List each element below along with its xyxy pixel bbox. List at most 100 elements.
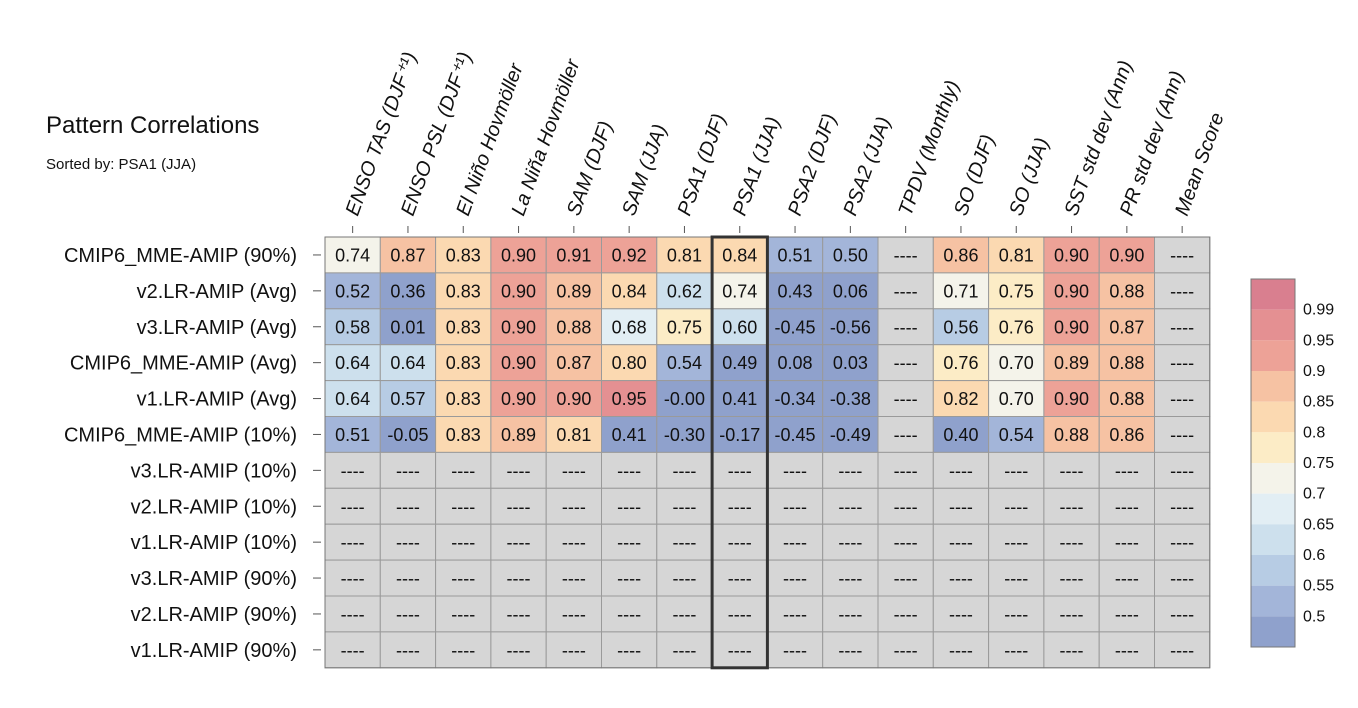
- colorbar-tick-label: 0.99: [1303, 302, 1334, 319]
- cell-value-label: ----: [451, 640, 475, 660]
- row-label: v2.LR-AMIP (10%): [131, 496, 297, 518]
- heatmap-cell: [656, 236, 713, 274]
- cell-value-label: 0.36: [390, 281, 425, 301]
- heatmap-cell: [877, 380, 934, 418]
- cell-value-label: 0.03: [833, 353, 868, 373]
- heatmap-cell: [1043, 631, 1100, 669]
- heatmap-cell: [822, 451, 879, 489]
- cell-value-label: ----: [949, 640, 973, 660]
- cell-value-label: ----: [838, 569, 862, 589]
- cell-value-label: 0.41: [722, 389, 757, 409]
- cell-value-label: ----: [783, 533, 807, 553]
- cell-value-label: 0.83: [446, 389, 481, 409]
- cell-value-label: ----: [341, 497, 365, 517]
- heatmap-cell: [988, 416, 1045, 453]
- row-label: v2.LR-AMIP (90%): [131, 604, 297, 626]
- chart-subtitle: Sorted by: PSA1 (JJA): [46, 156, 197, 173]
- cell-value-label: ----: [451, 604, 475, 624]
- cell-value-label: 0.84: [612, 281, 647, 301]
- cell-value-label: 0.60: [722, 317, 757, 337]
- cell-value-label: ----: [562, 461, 586, 481]
- heatmap-cell: [1154, 559, 1211, 597]
- cell-value-label: ----: [617, 604, 641, 624]
- heatmap-cell: [766, 523, 824, 561]
- row-label: CMIP6_MME-AMIP (Avg): [70, 353, 297, 375]
- heatmap-cell: [877, 595, 934, 633]
- cell-value-label: ----: [728, 497, 752, 517]
- row-label: v1.LR-AMIP (90%): [131, 640, 297, 662]
- row-label: v1.LR-AMIP (Avg): [137, 389, 297, 411]
- cell-value-label: ----: [1170, 640, 1194, 660]
- colorbar-tick-label: 0.55: [1303, 578, 1334, 595]
- heatmap-cell: [1154, 523, 1211, 561]
- cell-value-label: ----: [396, 533, 420, 553]
- heatmap-cell: [379, 416, 437, 453]
- cell-value-label: ----: [1115, 497, 1139, 517]
- cell-value-label: 0.74: [335, 245, 370, 265]
- cell-value-label: 0.87: [390, 245, 425, 265]
- colorbar-segment: [1251, 309, 1295, 341]
- cell-value-label: ----: [1060, 461, 1084, 481]
- cell-value-label: ----: [949, 604, 973, 624]
- column-label: PSA1 (JJA): [729, 114, 785, 219]
- cell-value-label: ----: [672, 569, 696, 589]
- cell-value-label: ----: [894, 353, 918, 373]
- heatmap-cell: [379, 595, 437, 633]
- cell-value-label: 0.58: [335, 317, 370, 337]
- cell-value-label: 0.70: [999, 353, 1034, 373]
- colorbar-segment: [1251, 493, 1295, 525]
- heatmap-cell: [379, 272, 437, 310]
- cell-value-label: 0.90: [1109, 245, 1144, 265]
- heatmap-cell: [490, 487, 547, 525]
- heatmap-cell: [435, 272, 492, 310]
- heatmap-cell: [1154, 308, 1211, 346]
- cell-value-label: ----: [562, 497, 586, 517]
- cell-value-label: ----: [783, 604, 807, 624]
- cell-value-label: ----: [949, 569, 973, 589]
- heatmap-cell: [877, 487, 934, 525]
- cell-value-label: ----: [1004, 533, 1028, 553]
- cell-value-label: ----: [1060, 604, 1084, 624]
- heatmap-cell: [932, 559, 990, 597]
- cell-value-label: 0.57: [390, 389, 425, 409]
- heatmap-cell: [545, 559, 603, 597]
- cell-value-label: 0.83: [446, 281, 481, 301]
- heatmap-cell: [932, 380, 990, 418]
- heatmap-cell: [1098, 595, 1155, 633]
- cell-value-label: 0.88: [1109, 281, 1144, 301]
- heatmap-cell: [324, 523, 381, 561]
- cell-value-label: 0.90: [501, 281, 536, 301]
- heatmap-cell: [711, 451, 768, 489]
- colorbar-segment: [1251, 616, 1295, 647]
- cell-value-label: 0.83: [446, 353, 481, 373]
- heatmap-cell: [1098, 272, 1155, 310]
- heatmap-cell: [1154, 595, 1211, 633]
- heatmap-cell: [1154, 344, 1211, 382]
- cell-value-label: -0.45: [775, 425, 816, 445]
- heatmap-cell: [601, 487, 658, 525]
- heatmap-cell: [1098, 308, 1155, 346]
- heatmap-cell: [1098, 416, 1155, 453]
- heatmap-cell: [1043, 523, 1100, 561]
- cell-value-label: 0.81: [667, 245, 702, 265]
- heatmap-cell: [490, 344, 547, 382]
- heatmap-cell: [766, 380, 824, 418]
- cell-value-label: 0.90: [1054, 281, 1089, 301]
- cell-value-label: -0.30: [664, 425, 705, 445]
- cell-value-label: ----: [617, 533, 641, 553]
- heatmap-cell: [601, 595, 658, 633]
- heatmap-cell: [1098, 559, 1155, 597]
- cell-value-label: ----: [451, 461, 475, 481]
- column-label: Mean Score: [1171, 110, 1229, 219]
- cell-value-label: ----: [1060, 497, 1084, 517]
- cell-value-label: ----: [783, 640, 807, 660]
- cell-value-label: 0.89: [556, 281, 591, 301]
- heatmap-cell: [379, 451, 437, 489]
- cell-value-label: ----: [1170, 461, 1194, 481]
- heatmap-cell: [1043, 344, 1100, 382]
- colorbar-tick-label: 0.85: [1303, 394, 1334, 411]
- heatmap-cell: [324, 451, 381, 489]
- heatmap-cell: [1043, 308, 1100, 346]
- cell-value-label: 0.91: [556, 245, 591, 265]
- cell-value-label: 0.90: [1054, 245, 1089, 265]
